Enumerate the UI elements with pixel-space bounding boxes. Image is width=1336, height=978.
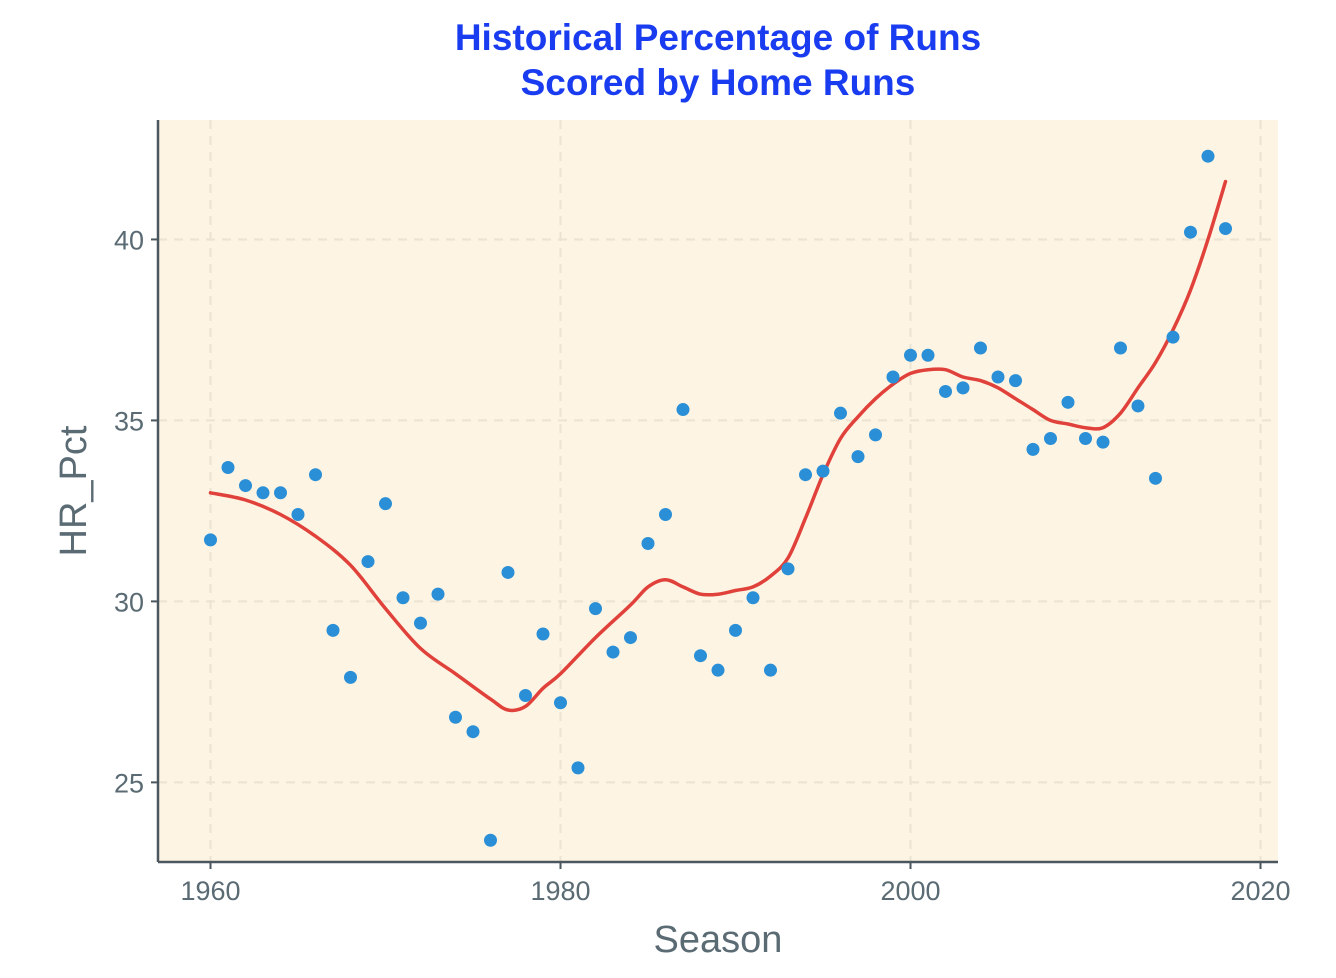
data-point <box>676 403 690 417</box>
x-tick-label: 1980 <box>530 876 590 906</box>
data-point <box>221 460 235 474</box>
x-axis-ticks: 1960 1980 2000 2020 <box>180 862 1291 906</box>
chart-title-line: Scored by Home Runs <box>521 62 916 103</box>
data-point <box>834 406 847 420</box>
data-point <box>711 663 725 677</box>
data-point <box>361 555 375 569</box>
data-point <box>256 486 270 500</box>
data-point <box>851 450 865 464</box>
data-point <box>519 689 532 703</box>
data-points <box>204 149 1232 847</box>
axes <box>156 120 1278 864</box>
data-point <box>764 663 777 677</box>
data-point <box>1184 225 1197 239</box>
data-point <box>869 428 882 442</box>
data-point <box>466 725 480 739</box>
plot-panel <box>158 120 1278 862</box>
data-point <box>816 464 830 478</box>
x-tick-label: 2000 <box>880 876 940 906</box>
data-point <box>1166 330 1180 344</box>
data-point <box>904 348 917 362</box>
y-axis-title: HR_Pct <box>53 425 95 556</box>
data-point <box>886 370 900 384</box>
data-point <box>501 565 515 579</box>
data-point <box>729 623 742 637</box>
y-axis-ticks: 25 30 35 40 <box>114 225 158 798</box>
data-point <box>991 370 1005 384</box>
data-point <box>484 833 497 847</box>
data-point <box>624 631 637 645</box>
data-point <box>956 381 970 395</box>
data-point <box>1096 435 1110 449</box>
data-point <box>1009 374 1022 388</box>
data-point <box>449 710 462 724</box>
y-tick-label: 35 <box>114 406 144 436</box>
grid-lines <box>158 120 1278 862</box>
x-tick-label: 2020 <box>1230 876 1290 906</box>
x-axis-title: Season <box>654 919 783 961</box>
data-point <box>799 468 812 482</box>
x-tick-label: 1960 <box>180 876 240 906</box>
data-point <box>1114 341 1127 355</box>
data-point <box>606 645 620 659</box>
data-point <box>974 341 987 355</box>
data-point <box>694 649 707 663</box>
data-point <box>344 670 357 684</box>
data-point <box>554 696 567 710</box>
data-point <box>921 348 935 362</box>
data-point <box>309 468 322 482</box>
y-tick-label: 40 <box>114 225 144 255</box>
data-point <box>1219 222 1232 236</box>
y-tick-label: 30 <box>114 587 144 617</box>
data-point <box>1026 442 1040 456</box>
data-point <box>1079 432 1092 446</box>
data-point <box>431 587 445 601</box>
data-point <box>939 384 952 398</box>
data-point <box>274 486 287 500</box>
data-point <box>204 533 217 547</box>
data-point <box>414 616 427 630</box>
data-point <box>659 508 672 522</box>
data-point <box>239 479 252 493</box>
data-point <box>746 591 760 605</box>
data-point <box>571 761 585 775</box>
data-point <box>536 627 550 641</box>
data-point <box>396 591 410 605</box>
data-point <box>1061 395 1075 409</box>
data-point <box>641 536 655 550</box>
data-point <box>781 562 795 576</box>
data-point <box>326 623 340 637</box>
data-point <box>291 508 305 522</box>
data-point <box>1149 471 1162 485</box>
smooth-trend-line <box>208 179 1228 713</box>
data-point <box>1131 399 1145 413</box>
smooth-line-path <box>208 179 1228 713</box>
data-point <box>589 602 602 616</box>
y-tick-label: 25 <box>114 768 144 798</box>
data-point <box>379 497 392 511</box>
data-point <box>1201 149 1215 163</box>
chart-title-line: Historical Percentage of Runs <box>455 17 981 58</box>
data-point <box>1044 432 1057 446</box>
